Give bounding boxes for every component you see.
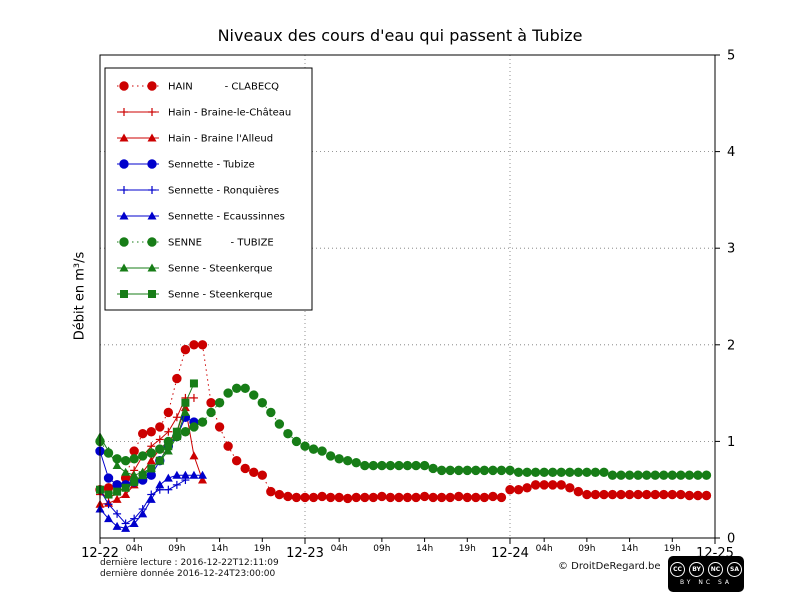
legend-label: Senne - Steenkerque [168, 264, 273, 275]
x-minor-tick-label: 09h [373, 544, 390, 554]
cc-sa-icon: SA [727, 562, 742, 577]
y-tick-label: 5 [727, 49, 735, 64]
x-minor-tick-label: 14h [416, 544, 433, 554]
y-tick-label: 0 [727, 532, 735, 547]
series-0 [95, 340, 712, 504]
y-tick-label: 4 [727, 145, 735, 160]
y-tick-label: 3 [727, 242, 735, 257]
legend-item-1: Hain - Braine-le-Château [117, 107, 291, 119]
y-tick-label: 1 [727, 435, 735, 450]
legend-label: Sennette - Tubize [168, 160, 255, 171]
y-axis-label: Débit en m³/s [72, 251, 88, 341]
cc-icon: CC [670, 562, 685, 577]
x-minor-tick-label: 14h [621, 544, 638, 554]
x-minor-tick-label: 19h [459, 544, 476, 554]
legend-label: Sennette - Ronquières [168, 185, 279, 197]
copyright-text: © DroitDeRegard.be [558, 561, 661, 572]
cc-by-icon: BY [689, 562, 704, 577]
x-major-tick-label: 12-23 [286, 546, 324, 561]
last-reading-text: dernière lecture : 2016-12-22T12:11:09 [100, 558, 279, 568]
x-minor-tick-label: 19h [664, 544, 681, 554]
x-minor-tick-label: 04h [126, 544, 143, 554]
legend-label: Hain - Braine l'Alleud [168, 134, 273, 145]
legend-item-0: HAIN - CLABECQ [117, 81, 279, 93]
cc-nc-icon: NC [708, 562, 723, 577]
y-axis: 0 1 2 3 4 5 [715, 49, 735, 547]
x-minor-tick-label: 19h [254, 544, 271, 554]
x-major-tick-label: 12-22 [81, 546, 119, 561]
legend-label: Hain - Braine-le-Château [168, 107, 291, 119]
series-6 [95, 383, 712, 480]
y-tick-label: 2 [727, 338, 735, 353]
x-minor-tick-label: 09h [578, 544, 595, 554]
legend-item-7: Senne - Steenkerque [117, 263, 273, 275]
series-8 [96, 379, 198, 499]
legend-item-3: Sennette - Tubize [117, 159, 255, 171]
legend-item-6: SENNE - TUBIZE [117, 237, 274, 249]
legend-label: SENNE - TUBIZE [168, 238, 274, 249]
x-minor-tick-label: 04h [536, 544, 553, 554]
x-minor-tick-label: 09h [168, 544, 185, 554]
cc-license-text: BY NC SA [680, 579, 732, 586]
x-major-tick-label: 12-24 [491, 546, 529, 561]
legend: HAIN - CLABECQ Hain - Braine-le-Château Ha… [104, 67, 313, 311]
cc-icon-row: CC BY NC SA [670, 562, 742, 577]
legend-label: Senne - Steenkerque [168, 290, 273, 301]
x-minor-tick-label: 04h [331, 544, 348, 554]
cc-license-badge[interactable]: CC BY NC SA BY NC SA [668, 556, 744, 592]
plot-frame [99, 54, 716, 539]
legend-label: HAIN - CLABECQ [168, 82, 279, 93]
legend-item-4: Sennette - Ronquières [117, 185, 279, 197]
legend-item-2: Hain - Braine l'Alleud [117, 133, 273, 145]
legend-item-8: Senne - Steenkerque [117, 290, 273, 301]
x-minor-tick-label: 14h [211, 544, 228, 554]
legend-label: Sennette - Ecaussinnes [168, 212, 285, 223]
last-data-text: dernière donnée 2016-12-24T23:00:00 [100, 569, 276, 579]
legend-item-5: Sennette - Ecaussinnes [117, 211, 285, 223]
chart-title: Niveaux des cours d'eau qui passent à Tu… [217, 26, 583, 45]
